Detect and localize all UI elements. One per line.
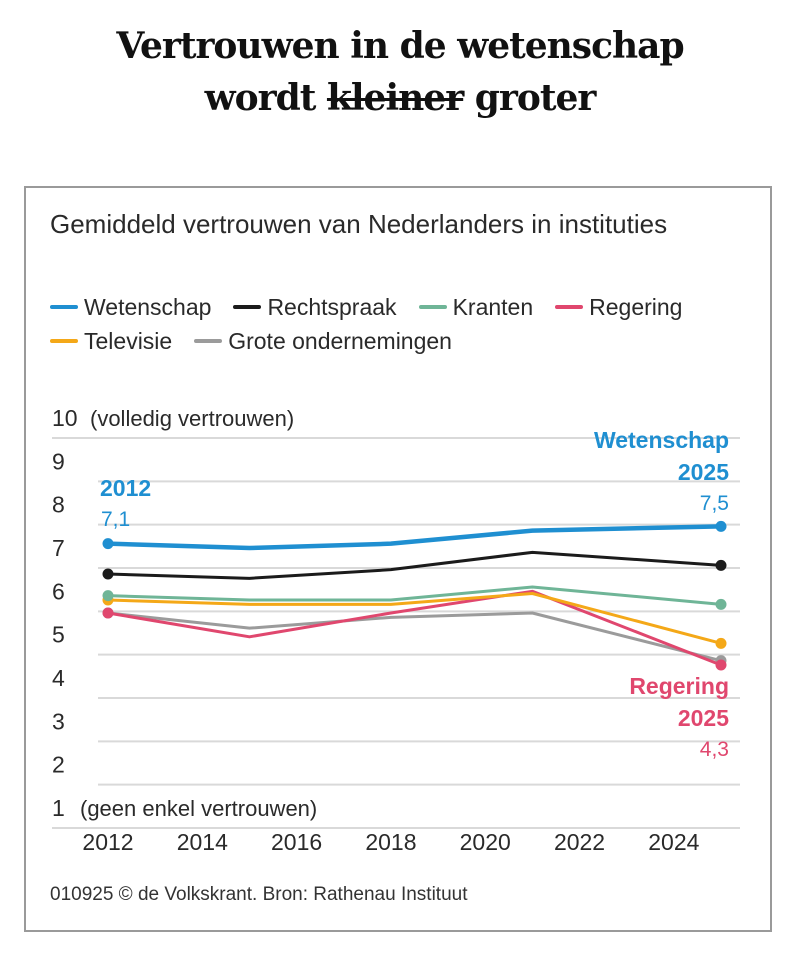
legend-swatch-kranten <box>418 305 447 309</box>
legend-label-televisie: Televisie <box>84 327 173 354</box>
headline-line-2-end: groter <box>463 77 597 119</box>
legend-item-regering: Regering <box>555 294 682 321</box>
legend-swatch-regering <box>555 305 584 309</box>
annotations: 2012 7,1 Wetenschap 2025 7,5 Regering 2025 4,3 <box>100 427 729 761</box>
point-regering-2012 <box>102 607 114 619</box>
legend-swatch-wetenschap <box>50 305 78 309</box>
x-tick-2014: 2014 <box>177 829 228 855</box>
x-tick-2016: 2016 <box>271 829 322 855</box>
ann-wetenschap-2012-value: 7,1 <box>101 508 130 531</box>
point-wetenschap-2012 <box>102 538 114 550</box>
x-tick-2018: 2018 <box>365 829 416 855</box>
point-kranten-2012 <box>102 590 114 602</box>
y-tick-7: 7 <box>52 535 65 561</box>
line-rechtspraak <box>106 550 723 580</box>
x-tick-2012: 2012 <box>82 829 133 855</box>
point-regering-2025 <box>715 659 727 671</box>
y-tick-6: 6 <box>52 578 65 604</box>
point-kranten-2025 <box>715 598 727 610</box>
ann-regering-2025-year: 2025 <box>678 705 729 731</box>
legend-row-1: Wetenschap Rechtspraak Kranten Regering <box>50 290 760 324</box>
y-tick-8: 8 <box>52 492 65 518</box>
line-regering <box>106 589 723 667</box>
y-note-top: (volledig vertrouwen) <box>90 406 294 431</box>
legend-label-regering: Regering <box>589 293 683 320</box>
point-rechtspraak-2025 <box>715 559 727 571</box>
x-tick-2024: 2024 <box>648 829 699 855</box>
chart-title: Gemiddeld vertrouwen van Nederlanders in… <box>50 209 668 239</box>
line-grote-ondernemingen <box>106 611 723 663</box>
ann-wetenschap-2025-value: 7,5 <box>700 492 729 515</box>
legend-item-grote-ondernemingen: Grote ondernemingen <box>194 328 452 355</box>
headline: Vertrouwen in de wetenschap wordt kleine… <box>0 20 800 124</box>
y-tick-1: 1 <box>52 795 65 821</box>
headline-line-1: Vertrouwen in de wetenschap <box>116 25 684 67</box>
legend-label-grote-ondernemingen: Grote ondernemingen <box>228 327 452 354</box>
point-televisie-2025 <box>715 637 727 649</box>
y-note-bottom: (geen enkel vertrouwen) <box>80 796 317 821</box>
legend-item-kranten: Kranten <box>418 293 534 321</box>
series-layer <box>102 520 727 671</box>
legend-label-kranten: Kranten <box>452 293 534 320</box>
y-tick-4: 4 <box>52 665 65 691</box>
headline-struck-word: kleiner <box>326 77 464 119</box>
legend-swatch-televisie <box>50 339 78 343</box>
ann-regering-2025-value: 4,3 <box>700 738 729 761</box>
ann-regering-2025-name: Regering <box>629 673 729 699</box>
x-tick-2022: 2022 <box>554 829 605 855</box>
legend-item-rechtspraak: Rechtspraak <box>233 293 397 321</box>
y-tick-5: 5 <box>52 622 65 648</box>
legend-item-televisie: Televisie <box>50 328 172 355</box>
legend-item-wetenschap: Wetenschap <box>50 294 211 321</box>
ann-wetenschap-2012-year: 2012 <box>100 475 151 501</box>
x-tick-2020: 2020 <box>460 829 511 855</box>
headline-line-2: wordt kleiner groter <box>0 72 800 124</box>
y-tick-9: 9 <box>52 448 65 474</box>
chart-card <box>24 186 772 932</box>
point-rechtspraak-2012 <box>102 568 114 580</box>
ann-wetenschap-2025-name: Wetenschap <box>594 427 729 453</box>
point-wetenschap-2025 <box>715 520 727 532</box>
y-tick-3: 3 <box>52 708 65 734</box>
x-tick-labels: 2012 2014 2016 2018 2020 2022 2024 <box>82 829 699 855</box>
legend-swatch-rechtspraak <box>233 305 262 309</box>
legend-label-wetenschap: Wetenschap <box>84 293 212 320</box>
y-tick-10: 10 <box>52 405 78 431</box>
line-kranten <box>106 585 723 606</box>
legend-swatch-grote-ondernemingen <box>194 339 223 343</box>
headline-line-2-start: wordt <box>204 77 327 119</box>
legend-label-rechtspraak: Rechtspraak <box>267 293 397 320</box>
y-tick-2: 2 <box>52 752 65 778</box>
source-footer: 010925 © de Volkskrant. Bron: Rathenau I… <box>50 884 468 905</box>
ann-wetenschap-2025-year: 2025 <box>678 459 729 485</box>
legend-row-2: Televisie Grote ondernemingen <box>50 324 760 358</box>
chart-legend: Wetenschap Rechtspraak Kranten Regering … <box>50 290 760 358</box>
grid-layer <box>52 437 740 829</box>
line-televisie <box>106 592 723 645</box>
y-tick-labels: 1 2 3 4 5 6 7 8 9 10 (volledig vertrouwen) (geen en… <box>52 405 317 821</box>
line-wetenschap <box>105 524 724 551</box>
